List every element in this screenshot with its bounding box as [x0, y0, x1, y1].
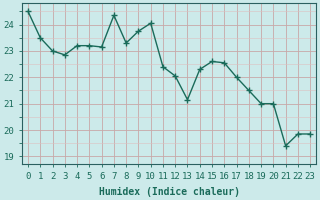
X-axis label: Humidex (Indice chaleur): Humidex (Indice chaleur) — [99, 186, 240, 197]
